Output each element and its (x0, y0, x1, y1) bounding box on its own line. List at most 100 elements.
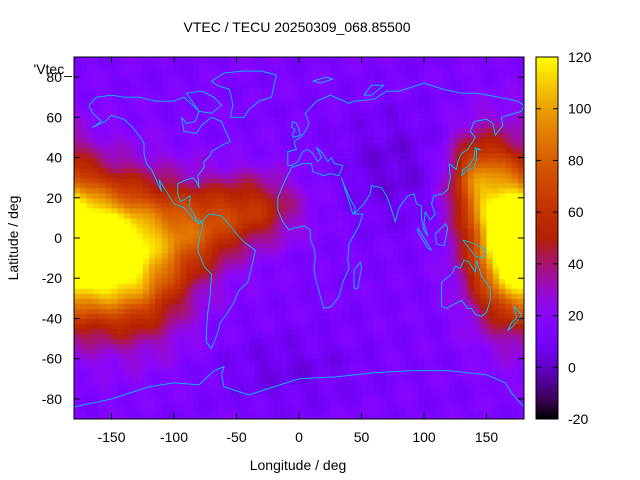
heatmap-cell (180, 408, 188, 415)
heatmap-cell (399, 182, 406, 189)
heatmap-cell (430, 403, 438, 410)
heatmap-cell (149, 353, 156, 360)
heatmap-cell (205, 102, 213, 108)
heatmap-cell (355, 62, 363, 68)
heatmap-cell (249, 77, 256, 83)
heatmap-cell (349, 353, 356, 360)
heatmap-cell (149, 303, 156, 309)
heatmap-cell (361, 348, 369, 355)
heatmap-cell (80, 253, 88, 259)
heatmap-cell (199, 398, 206, 405)
heatmap-cell (299, 383, 306, 390)
heatmap-cell (86, 408, 94, 415)
heatmap-cell (161, 278, 169, 284)
heatmap-cell (130, 202, 138, 209)
heatmap-cell (317, 248, 325, 254)
heatmap-cell (355, 102, 363, 108)
heatmap-cell (105, 142, 113, 149)
heatmap-cell (286, 67, 294, 73)
heatmap-cell (261, 388, 269, 395)
heatmap-cell (361, 413, 369, 419)
heatmap-cell (449, 403, 456, 410)
heatmap-cell (292, 92, 300, 98)
heatmap-cell (317, 167, 325, 174)
heatmap-cell (205, 142, 213, 149)
heatmap-cell (349, 142, 356, 149)
heatmap-cell (374, 238, 381, 244)
heatmap-cell (105, 207, 113, 214)
heatmap-cell (174, 192, 181, 199)
heatmap-cell (455, 388, 463, 395)
heatmap-cell (186, 398, 194, 405)
heatmap-cell (224, 152, 231, 159)
heatmap-cell (324, 258, 331, 264)
heatmap-cell (211, 248, 219, 254)
heatmap-cell (211, 162, 219, 169)
heatmap-cell (311, 363, 319, 370)
heatmap-cell (161, 303, 169, 309)
heatmap-cell (374, 182, 381, 189)
heatmap-cell (417, 217, 425, 224)
heatmap-cell (136, 187, 144, 194)
heatmap-cell (442, 393, 450, 400)
heatmap-cell (74, 268, 81, 274)
heatmap-cell (92, 197, 100, 204)
heatmap-cell (486, 253, 494, 259)
heatmap-cell (480, 323, 488, 330)
heatmap-cell (236, 152, 244, 159)
heatmap-cell (155, 157, 163, 164)
heatmap-cell (499, 388, 506, 395)
heatmap-cell (336, 97, 344, 103)
heatmap-cell (317, 177, 325, 184)
heatmap-cell (205, 313, 213, 320)
heatmap-cell (474, 142, 481, 149)
heatmap-cell (492, 62, 500, 68)
heatmap-cell (261, 353, 269, 360)
heatmap-cell (149, 207, 156, 214)
heatmap-cell (217, 197, 225, 204)
heatmap-cell (280, 243, 288, 249)
heatmap-cell (130, 137, 138, 144)
heatmap-cell (205, 273, 213, 279)
heatmap-cell (436, 117, 444, 123)
heatmap-cell (142, 227, 150, 234)
heatmap-cell (105, 343, 113, 350)
heatmap-cell (261, 127, 269, 134)
heatmap-cell (274, 187, 281, 194)
heatmap-cell (280, 97, 288, 103)
heatmap-cell (249, 197, 256, 204)
heatmap-cell (455, 107, 463, 113)
heatmap-cell (92, 408, 100, 415)
heatmap-cell (224, 197, 231, 204)
heatmap-cell (136, 403, 144, 410)
heatmap-cell (449, 197, 456, 204)
heatmap-cell (474, 268, 481, 274)
heatmap-cell (86, 57, 94, 63)
heatmap-cell (305, 388, 313, 395)
heatmap-cell (417, 102, 425, 108)
heatmap-cell (305, 57, 313, 63)
heatmap-cell (105, 197, 113, 204)
heatmap-cell (280, 263, 288, 269)
heatmap-cell (186, 353, 194, 360)
heatmap-cell (286, 253, 294, 259)
heatmap-cell (242, 268, 250, 274)
heatmap-cell (105, 122, 113, 128)
heatmap-cell (267, 278, 275, 284)
heatmap-cell (424, 338, 431, 345)
heatmap-cell (211, 87, 219, 93)
heatmap-cell (449, 263, 456, 269)
heatmap-cell (424, 192, 431, 199)
heatmap-cell (305, 253, 313, 259)
heatmap-cell (130, 92, 138, 98)
heatmap-cell (136, 77, 144, 83)
heatmap-cell (117, 348, 125, 355)
heatmap-cell (324, 162, 331, 169)
heatmap-cell (205, 288, 213, 294)
heatmap-cell (486, 318, 494, 325)
heatmap-cell (299, 87, 306, 93)
heatmap-cell (242, 137, 250, 144)
heatmap-cell (211, 408, 219, 415)
heatmap-cell (74, 207, 81, 214)
heatmap-cell (174, 378, 181, 385)
